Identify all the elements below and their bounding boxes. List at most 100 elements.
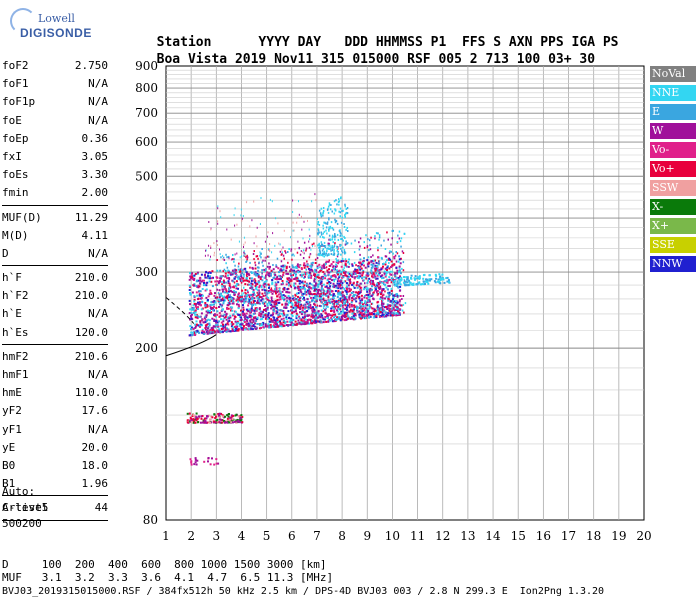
- legend-item-sse: SSE: [650, 237, 696, 253]
- echo-pixel: [368, 277, 371, 280]
- echo-pixel: [316, 257, 319, 259]
- echo-pixel: [258, 286, 261, 289]
- echo-pixel: [333, 310, 336, 313]
- echo-pixel: [232, 258, 234, 261]
- echo-pixel: [395, 260, 398, 263]
- echo-pixel: [286, 324, 289, 327]
- echo-pixel: [243, 279, 246, 282]
- echo-pixel: [389, 312, 392, 315]
- echo-pixel: [189, 303, 191, 306]
- echo-pixel: [248, 314, 251, 317]
- echo-pixel: [378, 304, 380, 307]
- echo-pixel: [359, 245, 361, 248]
- echo-pixel: [240, 273, 242, 276]
- echo-pixel: [252, 291, 255, 293]
- echo-pixel: [349, 281, 352, 284]
- echo-pixel: [231, 323, 234, 326]
- echo-pixel: [370, 289, 372, 292]
- parameter-label: fxI: [2, 149, 22, 163]
- echo-pixel: [243, 250, 245, 253]
- echo-pixel: [322, 271, 325, 273]
- echo-pixel: [304, 303, 307, 306]
- echo-pixel: [342, 307, 345, 310]
- echo-pixel: [274, 290, 277, 293]
- header-row-2: Boa Vista 2019 Nov11 315 015000 RSF 005 …: [141, 37, 595, 67]
- echo-pixel: [369, 244, 371, 247]
- echo-pixel: [268, 316, 271, 319]
- echo-pixel: [201, 415, 204, 417]
- parameter-group-virtual-heights: h`F 210.0 h`F2 210.0 h`E N/A h`Es 120.0: [2, 269, 108, 342]
- echo-pixel: [396, 295, 399, 298]
- echo-pixel: [228, 257, 230, 260]
- echo-pixel: [381, 303, 383, 306]
- echo-pixel: [292, 253, 294, 256]
- echo-pixel: [372, 254, 374, 257]
- echo-pixel: [331, 300, 334, 303]
- parameter-value: 20.0: [81, 440, 109, 454]
- echo-pixel: [303, 262, 306, 265]
- echo-pixel: [253, 278, 256, 281]
- echo-pixel: [199, 315, 202, 318]
- echo-pixel: [289, 323, 292, 326]
- echo-pixel: [292, 211, 294, 213]
- echo-pixel: [406, 278, 409, 281]
- echo-pixel: [339, 270, 342, 273]
- echo-pixel: [350, 275, 353, 278]
- value-axn: 713: [485, 52, 509, 67]
- echo-pixel: [335, 318, 337, 321]
- echo-pixel: [224, 323, 227, 326]
- echo-pixel: [260, 327, 263, 329]
- profile-curve: [165, 334, 217, 357]
- echo-pixel: [318, 293, 321, 296]
- echo-pixel: [226, 297, 229, 300]
- echo-pixel: [292, 274, 294, 277]
- echo-pixel: [296, 306, 299, 309]
- echo-pixel: [267, 323, 270, 326]
- parameter-value: N/A: [88, 422, 108, 436]
- echo-pixel: [323, 255, 325, 258]
- echo-pixel: [292, 295, 294, 297]
- echo-pixel: [336, 316, 339, 319]
- parameter-row: foEs 3.30: [2, 166, 108, 184]
- echo-pixel: [270, 307, 273, 310]
- echo-pixel: [334, 290, 337, 292]
- echo-pixel: [398, 270, 400, 273]
- echo-pixel: [240, 328, 243, 331]
- echo-pixel: [251, 298, 254, 301]
- echo-pixel: [336, 203, 338, 206]
- echo-pixel: [222, 279, 225, 282]
- echo-pixel: [365, 274, 368, 277]
- echo-pixel: [328, 292, 331, 295]
- echo-pixel: [266, 235, 268, 238]
- echo-pixel: [195, 302, 198, 305]
- echo-pixel: [298, 266, 301, 269]
- parameter-row: B1 1.96: [2, 475, 108, 493]
- echo-pixel: [352, 285, 355, 288]
- echo-pixel: [234, 269, 237, 272]
- echo-pixel: [327, 242, 329, 245]
- echo-pixel: [282, 294, 285, 297]
- echo-pixel: [359, 237, 362, 240]
- echo-pixel: [367, 238, 369, 241]
- echo-pixel: [233, 272, 235, 275]
- echo-pixel: [303, 312, 306, 315]
- echo-pixel: [294, 248, 296, 251]
- echo-pixel: [277, 267, 280, 270]
- echo-pixel: [338, 280, 340, 283]
- echo-pixel: [384, 267, 387, 270]
- echo-pixel: [240, 268, 243, 271]
- echo-pixel: [213, 294, 216, 297]
- echo-pixel: [385, 261, 387, 264]
- echo-pixel: [318, 313, 321, 316]
- echo-pixel: [357, 306, 360, 309]
- echo-pixel: [282, 254, 285, 257]
- echo-pixel: [375, 288, 377, 291]
- polarization-legend: NoVal NNE E W Vo- Vo+ SSW X- X+ SSE NNW: [650, 66, 696, 275]
- echo-pixel: [211, 317, 214, 320]
- echo-pixel: [398, 289, 401, 292]
- echo-pixel: [278, 296, 281, 299]
- echo-pixel: [337, 289, 340, 292]
- echo-pixel: [233, 268, 236, 271]
- echo-pixel: [323, 250, 326, 253]
- echo-pixel: [314, 293, 316, 295]
